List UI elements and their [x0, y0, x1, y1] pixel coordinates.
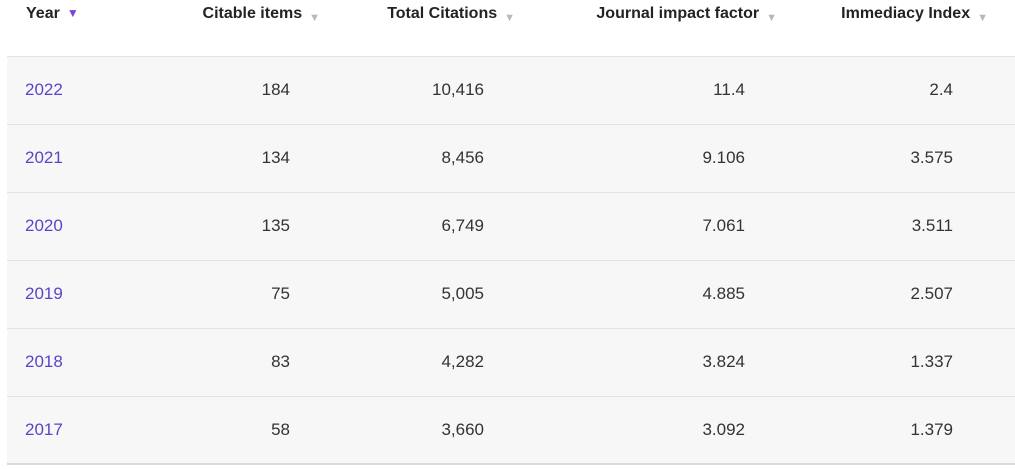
column-header-label: Total Citations	[387, 5, 498, 22]
year-link[interactable]: 2018	[25, 352, 63, 371]
year-link[interactable]: 2017	[25, 419, 63, 439]
total-citations-value: 4,282	[332, 327, 527, 396]
immediacy-index-value: 2.507	[789, 259, 1015, 328]
immediacy-index-value: 1.337	[789, 327, 1015, 396]
year-link[interactable]: 2020	[25, 216, 63, 235]
journal-metrics-table: Year ▼ Citable items ▼ Total Citations ▼ Jo…	[7, 0, 1015, 465]
journal-impact-factor-value: 7.061	[527, 191, 789, 260]
journal-impact-factor-value: 4.885	[527, 259, 789, 328]
table-row: 2017 58 3,660 3.092 1.379	[7, 395, 1015, 465]
table-header-row: Year ▼ Citable items ▼ Total Citations ▼ Jo…	[7, 0, 1015, 56]
sort-desc-active-icon: ▼	[66, 6, 79, 20]
total-citations-value: 8,456	[332, 123, 527, 192]
total-citations-value: 6,749	[332, 191, 527, 260]
column-header-label: Journal impact factor	[596, 5, 760, 22]
table-row: 2020 135 6,749 7.061 3.511	[7, 191, 1015, 260]
citable-items-value: 134	[167, 123, 332, 192]
column-header-journal-impact-factor[interactable]: Journal impact factor ▼	[527, 0, 789, 56]
immediacy-index-value: 1.379	[789, 395, 1015, 465]
journal-impact-factor-value: 11.4	[527, 55, 789, 124]
sort-desc-icon: ▼	[766, 12, 777, 24]
total-citations-value: 3,660	[332, 395, 527, 465]
journal-impact-factor-value: 9.106	[527, 123, 789, 192]
table-row: 2022 184 10,416 11.4 2.4	[7, 55, 1015, 124]
total-citations-value: 10,416	[332, 55, 527, 124]
column-header-year[interactable]: Year ▼	[7, 0, 167, 56]
column-header-label: Immediacy Index	[841, 5, 971, 22]
citable-items-value: 135	[167, 191, 332, 260]
year-link[interactable]: 2022	[25, 80, 63, 99]
column-header-label: Year	[26, 5, 60, 22]
year-link[interactable]: 2021	[25, 148, 63, 167]
citable-items-value: 75	[167, 259, 332, 328]
citable-items-value: 58	[167, 395, 332, 465]
table-row: 2021 134 8,456 9.106 3.575	[7, 123, 1015, 192]
year-link[interactable]: 2019	[25, 284, 63, 303]
immediacy-index-value: 3.511	[789, 191, 1015, 260]
journal-impact-factor-value: 3.092	[527, 395, 789, 465]
column-header-immediacy-index[interactable]: Immediacy Index ▼	[789, 0, 1015, 56]
sort-desc-icon: ▼	[504, 12, 515, 24]
citable-items-value: 184	[167, 55, 332, 124]
column-header-citable-items[interactable]: Citable items ▼	[167, 0, 332, 56]
sort-desc-icon: ▼	[977, 12, 988, 24]
citable-items-value: 83	[167, 327, 332, 396]
immediacy-index-value: 2.4	[789, 55, 1015, 124]
journal-impact-factor-value: 3.824	[527, 327, 789, 396]
column-header-total-citations[interactable]: Total Citations ▼	[332, 0, 527, 56]
immediacy-index-value: 3.575	[789, 123, 1015, 192]
table-row: 2018 83 4,282 3.824 1.337	[7, 327, 1015, 396]
sort-desc-icon: ▼	[309, 12, 320, 24]
total-citations-value: 5,005	[332, 259, 527, 328]
table-row: 2019 75 5,005 4.885 2.507	[7, 259, 1015, 328]
column-header-label: Citable items	[202, 5, 303, 22]
